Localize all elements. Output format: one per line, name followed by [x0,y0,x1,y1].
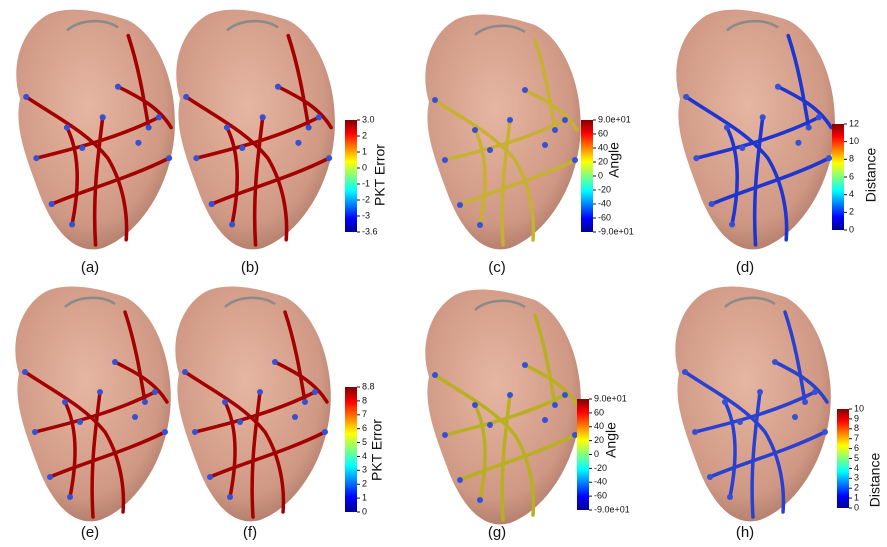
colorbar-title: Angle [606,142,622,178]
colorbar-tick-label: 8.8 [362,381,375,391]
colorbar-tick-label: 2 [362,130,367,140]
colorbar-tick-label: 20 [594,435,604,445]
colorbar-tick-label: 0 [854,502,859,512]
colorbar-tick-label: 2 [362,479,367,489]
colorbar-title: Distance [863,148,879,203]
colorbar-tick-label: 0 [849,224,854,234]
colorbar-tick-label: 40 [594,421,604,431]
panel-label: (d) [736,259,754,276]
colorbar-tick-label: -40 [594,477,607,487]
colorbar-tick-label: 60 [598,128,608,138]
colorbar-tick-label: -9.0e+01 [594,504,630,514]
colorbar-tick-label: 3.0 [362,114,375,124]
colorbar [577,399,589,510]
colorbar-tick-label: 9.0e+01 [598,114,631,124]
colorbar [837,409,849,508]
panel-label: (h) [736,524,754,541]
colorbar-tick-label: 60 [594,407,604,417]
colorbar-tick-label: 8 [849,154,854,164]
colorbar-tick-label: 40 [598,142,608,152]
colorbar-tick-label: 5 [362,437,367,447]
colorbar-tick-label: 8 [854,423,859,433]
colorbar-tick-label: 20 [598,156,608,166]
colorbar-title: Distance [867,453,883,508]
colorbar-tick-label: 8 [362,395,367,405]
panel-label: (c) [488,259,506,276]
colorbar-title: Angle [603,422,619,458]
colorbar-tick-label: -3.6 [362,226,378,236]
heart [173,284,333,522]
colorbar-tick-label: 0 [594,449,599,459]
colorbar-tick-label: 10 [849,136,859,146]
colorbar-tick-label: -2 [362,194,370,204]
colorbar-tick-label: -60 [594,491,607,501]
colorbar-tick-label: 4 [362,451,367,461]
colorbar-tick-label: 3 [362,465,367,475]
colorbar-tick-label: -20 [594,463,607,473]
colorbar-tick-label: 1 [854,492,859,502]
colorbar-tick-label: -1 [362,178,370,188]
colorbar-tick-label: 12 [849,118,859,128]
colorbar-tick-label: 9.0e+01 [594,393,627,403]
heart [673,284,833,522]
heart [423,12,583,250]
panel-label: (e) [81,524,99,541]
colorbar-tick-label: 10 [854,403,864,413]
colorbar-tick-label: 0 [362,506,367,516]
colorbar-tick-label: 4 [849,189,854,199]
colorbar-tick-label: 7 [854,433,859,443]
colorbar-title: PKT Error [369,419,385,481]
colorbar-tick-label: 7 [362,409,367,419]
colorbar-tick-label: 1 [362,492,367,502]
colorbar-tick-label: 9 [854,413,859,423]
panel-label: (f) [243,524,257,541]
colorbar-tick-label: 2 [854,483,859,493]
colorbar-tick-label: 1 [362,146,367,156]
colorbar-tick-label: -20 [598,184,611,194]
colorbar [345,120,357,232]
heart-renderings [13,7,837,525]
colorbar-tick-label: -3 [362,210,370,220]
colorbar-tick-label: 0 [362,162,367,172]
colorbar-title: PKT Error [372,144,388,206]
colorbar-tick-label: -40 [598,198,611,208]
colorbar [345,387,357,512]
panel-label: (b) [241,259,259,276]
colorbar-tick-label: -60 [598,212,611,222]
colorbar-tick-label: 3 [854,473,859,483]
colorbar-tick-label: -9.0e+01 [598,226,634,236]
colorbar-tick-label: 6 [854,443,859,453]
heart [174,7,337,250]
panel-label: (g) [488,524,506,541]
colorbar [832,124,844,230]
colorbar [581,120,593,232]
heart [423,287,583,525]
colorbar-tick-label: 2 [849,207,854,217]
colorbar-tick-label: 5 [854,453,859,463]
colorbar-tick-label: 6 [849,171,854,181]
heart [674,7,837,250]
colorbar-tick-label: 6 [362,423,367,433]
colorbar-tick-label: 0 [598,170,603,180]
panel-label: (a) [81,259,99,276]
heart [13,284,173,522]
heart [14,7,177,250]
colorbar-tick-label: 4 [854,463,859,473]
